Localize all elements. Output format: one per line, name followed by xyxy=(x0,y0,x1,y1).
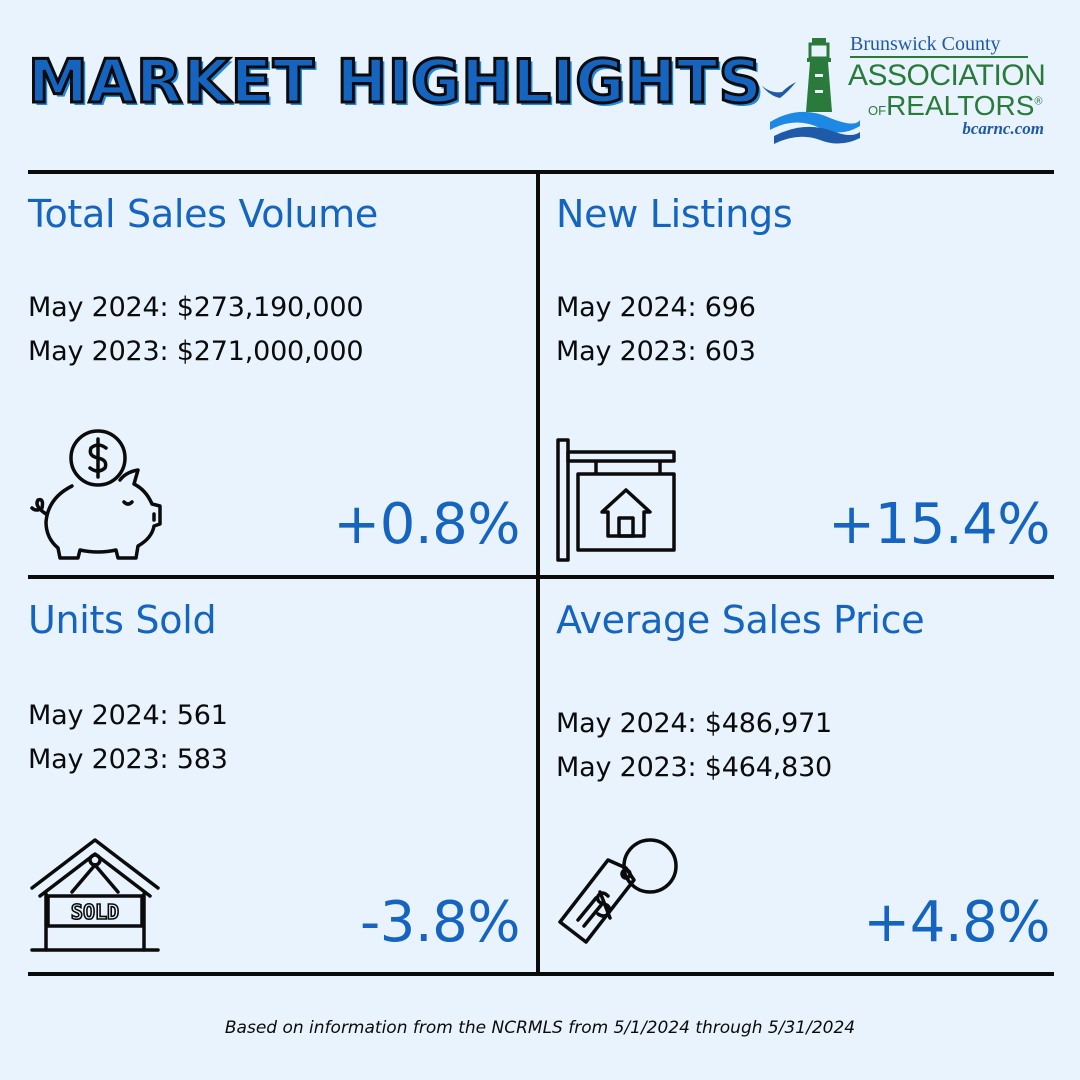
sold-house-icon: SOLD xyxy=(30,838,160,952)
stat-current: May 2024: $273,190,000 xyxy=(28,292,364,323)
divider-vertical xyxy=(536,170,540,976)
divider-middle xyxy=(28,575,1054,579)
change-percentage: +15.4% xyxy=(828,492,1050,557)
lighthouse-waves-logo-icon xyxy=(762,38,860,144)
piggy-bank-icon xyxy=(30,429,162,560)
stat-previous: May 2023: $464,830 xyxy=(556,752,833,783)
logo-realtors-text: OFREALTORS® xyxy=(868,90,1043,121)
stat-current: May 2024: $486,971 xyxy=(556,708,833,739)
house-sign-icon xyxy=(556,438,676,562)
panel-total-sales-volume: Total Sales Volume May 2024: $273,190,00… xyxy=(28,192,520,562)
panel-title: Average Sales Price xyxy=(556,598,925,642)
page-title: MARKET HIGHLIGHTS xyxy=(27,47,764,117)
change-percentage: -3.8% xyxy=(360,890,520,955)
panel-new-listings: New Listings May 2024: 696 May 2023: 603… xyxy=(556,192,1050,562)
price-tag-icon xyxy=(558,838,678,944)
stat-previous: May 2023: $271,000,000 xyxy=(28,336,364,367)
logo-url[interactable]: bcarnc.com xyxy=(962,119,1044,138)
change-percentage: +4.8% xyxy=(863,890,1050,955)
logo-county-text: Brunswick County xyxy=(850,34,1028,58)
stat-current: May 2024: 561 xyxy=(28,700,228,731)
footer-source-note: Based on information from the NCRMLS fro… xyxy=(224,1018,856,1038)
association-logo[interactable]: Brunswick County ASSOCIATION OFREALTORS®… xyxy=(760,34,1060,149)
change-percentage: +0.8% xyxy=(333,492,520,557)
panel-title: New Listings xyxy=(556,192,793,236)
panel-title: Units Sold xyxy=(28,598,217,642)
stat-previous: May 2023: 583 xyxy=(28,744,228,775)
stat-previous: May 2023: 603 xyxy=(556,336,756,367)
sold-label: SOLD xyxy=(71,900,119,924)
panel-units-sold: Units Sold May 2024: 561 May 2023: 583 S… xyxy=(28,598,520,958)
panel-average-sales-price: Average Sales Price May 2024: $486,971 M… xyxy=(556,598,1050,958)
stat-current: May 2024: 696 xyxy=(556,292,756,323)
logo-association-text: ASSOCIATION xyxy=(848,59,1046,92)
divider-top xyxy=(28,170,1054,174)
panel-title: Total Sales Volume xyxy=(28,192,378,236)
divider-bottom xyxy=(28,972,1054,976)
